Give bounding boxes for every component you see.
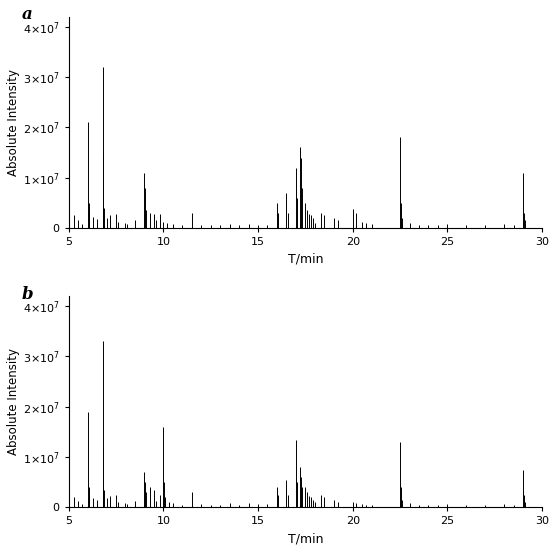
X-axis label: T/min: T/min (287, 253, 323, 266)
X-axis label: T/min: T/min (287, 532, 323, 545)
Text: a: a (21, 6, 32, 23)
Y-axis label: Absolute Intensity: Absolute Intensity (7, 69, 20, 176)
Text: b: b (21, 285, 33, 302)
Y-axis label: Absolute Intensity: Absolute Intensity (7, 348, 20, 455)
